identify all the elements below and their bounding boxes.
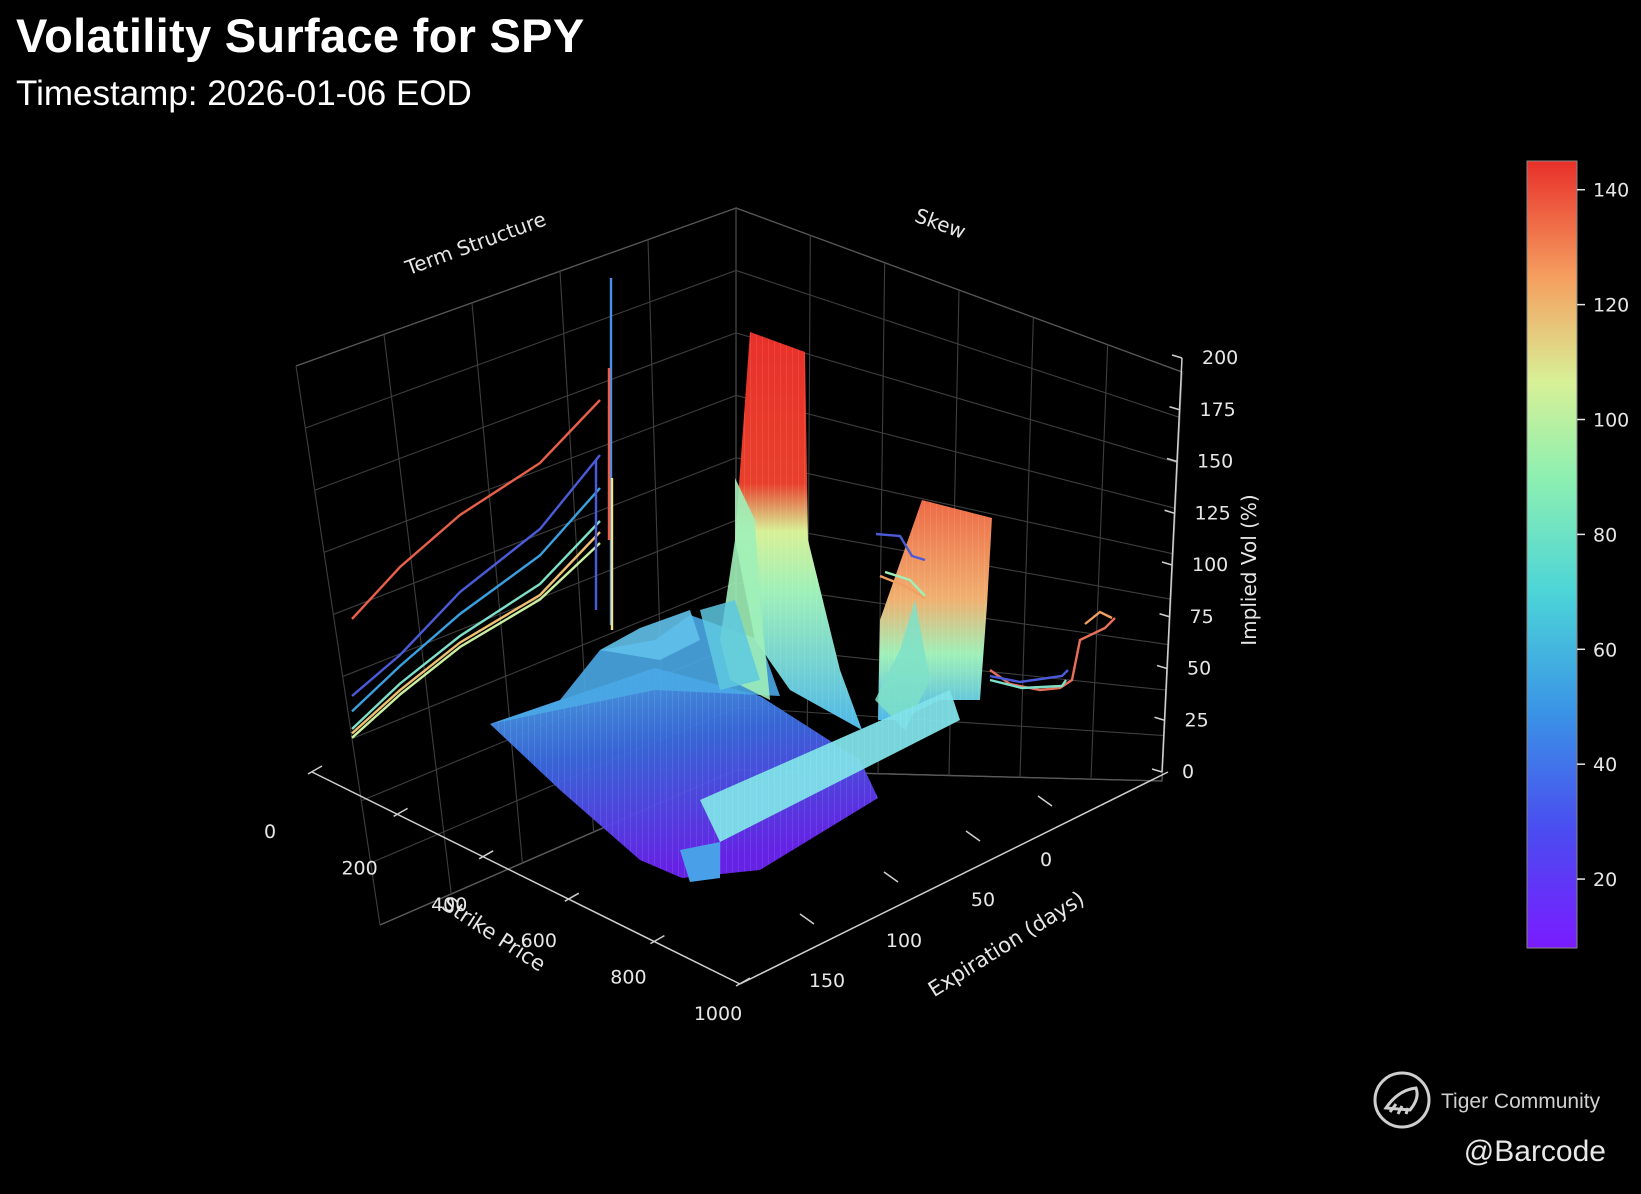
- term-structure-line: [351, 531, 601, 735]
- z-tick-mark: [1154, 716, 1165, 721]
- grid-line: [1090, 344, 1109, 780]
- x-tick-mark: [307, 765, 323, 775]
- y-tick-label: 0: [1040, 849, 1052, 871]
- grid-line: [314, 332, 737, 491]
- term-structure-line: [351, 542, 601, 739]
- watermark-brand: Tiger Community: [1441, 1090, 1601, 1113]
- z-tick-mark: [1164, 509, 1175, 514]
- term-structure-line: [351, 487, 601, 713]
- z-tick-mark: [1166, 457, 1178, 463]
- chart-subtitle: Timestamp: 2026-01-06 EOD: [16, 74, 472, 113]
- colorbar-tick-label: 120: [1593, 295, 1629, 317]
- term-structure-lines: [351, 399, 601, 739]
- x-tick-mark: [393, 807, 408, 818]
- x-tick-mark: [564, 892, 580, 902]
- colorbar-tick-label: 40: [1593, 754, 1617, 776]
- y-axis-label: Expiration (days): [924, 886, 1089, 1001]
- term-structure-spikes: [594, 278, 614, 630]
- z-tick-label: 125: [1195, 502, 1231, 524]
- x-axis-line: [311, 771, 741, 985]
- term-structure-line: [351, 454, 601, 697]
- colorbar-tick-label: 60: [1593, 639, 1617, 661]
- grid-line: [323, 394, 737, 553]
- iv-axis-ticks: 0 25 50 75 100 125 150 175 200: [1151, 347, 1238, 783]
- x-tick-label: 1000: [694, 1003, 742, 1025]
- x-tick-label: 0: [264, 821, 276, 843]
- x-tick-mark: [478, 850, 494, 860]
- z-tick-mark: [1171, 354, 1183, 359]
- x-tick-mark: [650, 934, 665, 945]
- colorbar-ticks: 20 40 60 80 100 120 140: [1577, 180, 1629, 891]
- watermark-user: @Barcode: [1463, 1135, 1606, 1168]
- term-structure-label: Term Structure: [401, 207, 549, 280]
- colorbar-tick-label: 140: [1593, 180, 1629, 202]
- z-tick-label: 175: [1200, 399, 1236, 421]
- z-axis-label: Implied Vol (%): [1237, 494, 1261, 645]
- skew-label: Skew: [912, 203, 969, 243]
- iv-surface: [490, 332, 992, 882]
- grid-line: [1019, 317, 1034, 778]
- z-tick-label: 0: [1182, 761, 1194, 783]
- y-tick-mark: [965, 830, 981, 842]
- x-tick-label: 800: [610, 967, 646, 989]
- grid-line: [383, 334, 452, 895]
- colorbar-tick-label: 100: [1593, 410, 1629, 432]
- z-tick-label: 25: [1185, 709, 1209, 731]
- tiger-logo-icon: [1373, 1071, 1431, 1129]
- y-tick-mark: [799, 913, 815, 925]
- z-tick-label: 75: [1190, 606, 1214, 628]
- z-tick-label: 200: [1202, 347, 1238, 369]
- z-tick-mark: [1161, 561, 1173, 566]
- x-tick-label: 600: [521, 930, 557, 952]
- grid-line: [305, 269, 737, 429]
- z-tick-mark: [1156, 664, 1168, 670]
- x-tick-label: 400: [431, 894, 467, 916]
- z-tick-label: 100: [1192, 554, 1228, 576]
- colorbar-tick-label: 20: [1593, 869, 1617, 891]
- grid-line: [351, 582, 737, 740]
- y-tick-mark: [1037, 795, 1053, 807]
- term-structure-line: [351, 520, 601, 730]
- strike-axis-ticks: 0 200 400 600 800 1000: [264, 765, 751, 1025]
- y-tick-mark: [883, 871, 899, 883]
- chart-title: Volatility Surface for SPY: [16, 9, 585, 62]
- y-tick-label: 150: [809, 970, 845, 992]
- z-tick-mark: [1159, 613, 1170, 618]
- term-structure-line: [351, 399, 601, 620]
- y-tick-label: 100: [886, 930, 922, 952]
- z-tick-label: 150: [1197, 451, 1233, 473]
- y-axis-line: [739, 771, 1169, 985]
- grid-line: [471, 302, 523, 864]
- grid-line: [295, 365, 381, 926]
- z-tick-label: 50: [1187, 658, 1211, 680]
- y-tick-label: 50: [971, 889, 995, 911]
- colorbar-tick-label: 80: [1593, 524, 1617, 546]
- expiration-axis-ticks: 0 50 100 150: [739, 771, 1169, 992]
- skew-lines: [875, 532, 1116, 692]
- z-tick-mark: [1169, 406, 1180, 411]
- x-tick-label: 200: [341, 857, 377, 879]
- z-tick-mark: [1151, 768, 1163, 773]
- grid-line: [333, 457, 737, 615]
- colorbar: [1526, 160, 1578, 949]
